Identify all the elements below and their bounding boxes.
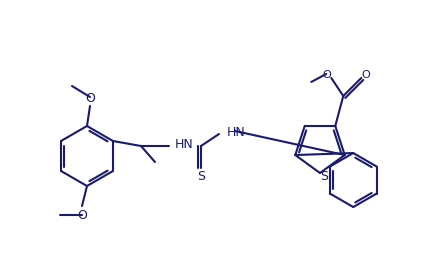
Text: O: O	[361, 70, 370, 80]
Text: HN: HN	[175, 138, 194, 151]
Text: S: S	[197, 170, 205, 183]
Text: O: O	[77, 209, 87, 222]
Text: O: O	[85, 91, 95, 104]
Text: S: S	[320, 169, 328, 182]
Text: O: O	[322, 70, 331, 80]
Text: HN: HN	[227, 125, 246, 138]
